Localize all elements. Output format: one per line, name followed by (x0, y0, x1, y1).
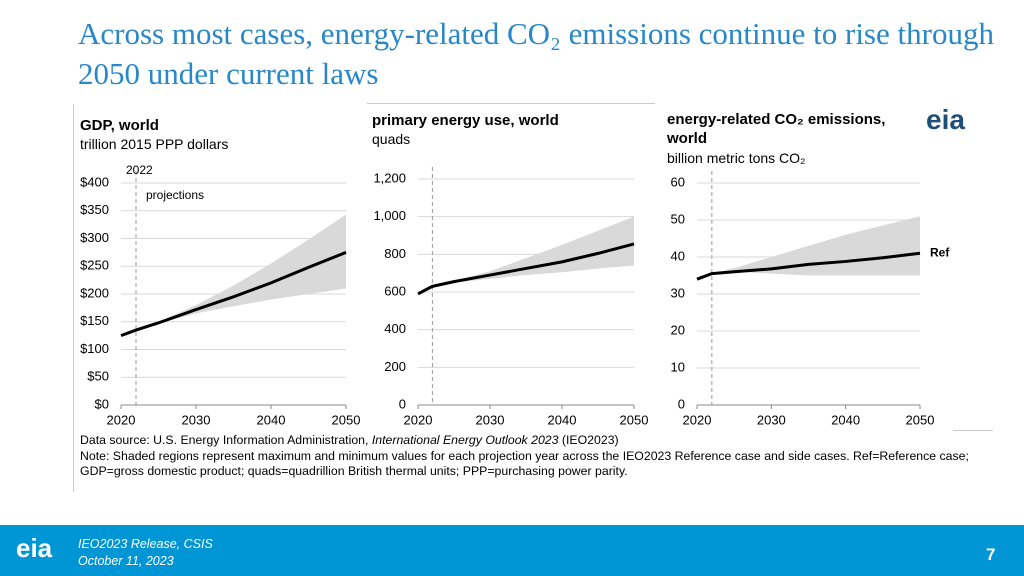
logo: eia (926, 104, 965, 135)
range-band (121, 214, 346, 336)
y-tick-label: 800 (384, 246, 406, 261)
y-tick-label: $400 (80, 174, 109, 189)
x-tick-label: 2050 (332, 412, 361, 427)
range-band (697, 216, 920, 280)
panel-border (367, 103, 655, 104)
footer-event: IEO2023 Release, CSIS (78, 537, 213, 551)
x-tick-label: 2040 (548, 412, 577, 427)
source-title: International Energy Outlook 2023 (371, 433, 559, 447)
series-label: Ref (930, 245, 950, 259)
chart-title: primary energy use, world (372, 112, 559, 129)
y-tick-label: 600 (384, 283, 406, 298)
y-tick-label: $0 (95, 396, 109, 411)
panel-border (953, 430, 993, 431)
panel-border (73, 104, 74, 492)
y-tick-label: 0 (399, 396, 406, 411)
y-tick-label: 60 (671, 174, 685, 189)
chart-title: energy-related CO₂ emissions, world (667, 111, 886, 147)
footer-date: October 11, 2023 (78, 554, 174, 568)
x-tick-label: 2030 (757, 412, 786, 427)
note: Note: Shaded regions represent maximum a… (80, 448, 969, 479)
footer: eia IEO2023 Release, CSIS October 11, 20… (0, 525, 1024, 576)
x-tick-label: 2050 (906, 412, 935, 427)
source: Data source: U.S. Energy Information Adm… (80, 433, 985, 449)
chart-title: GDP, world (80, 117, 159, 134)
chart-subtitle: billion metric tons CO₂ (667, 150, 806, 166)
y-tick-label: 0 (678, 396, 685, 411)
y-tick-label: 200 (384, 359, 406, 374)
y-tick-label: 10 (671, 359, 685, 374)
x-tick-label: 2040 (257, 412, 286, 427)
y-tick-label: $350 (80, 202, 109, 217)
x-tick-label: 2050 (620, 412, 649, 427)
slide-title: Across most cases, energy-related CO₂ em… (78, 16, 994, 91)
y-tick-label: 400 (384, 321, 406, 336)
x-tick-label: 2040 (831, 412, 860, 427)
y-tick-label: $100 (80, 341, 109, 356)
notes: Data source: U.S. Energy Information Adm… (80, 433, 985, 480)
x-tick-label: 2020 (404, 412, 433, 427)
y-tick-label: 20 (671, 322, 685, 337)
y-tick-label: 1,000 (373, 208, 406, 223)
chart-subtitle: quads (372, 131, 411, 147)
source-text: (IEO2023) (558, 433, 619, 447)
chart-subtitle: trillion 2015 PPP dollars (80, 136, 229, 152)
source-text: Data source: U.S. Energy Information Adm… (80, 433, 372, 447)
projection-label: projections (146, 188, 204, 202)
x-tick-label: 2030 (476, 412, 505, 427)
series-line (696, 251, 921, 281)
y-tick-label: $200 (80, 285, 109, 300)
x-tick-label: 2020 (683, 412, 712, 427)
y-tick-label: $50 (87, 369, 109, 384)
y-tick-label: 50 (671, 211, 685, 226)
y-tick-label: $300 (80, 230, 109, 245)
projection-year: 2022 (126, 163, 153, 177)
footer-logo: eia (16, 533, 53, 563)
y-tick-label: 1,200 (373, 170, 406, 185)
x-tick-label: 2020 (107, 412, 136, 427)
y-tick-label: $250 (80, 258, 109, 273)
y-tick-label: 30 (671, 285, 685, 300)
series-line (120, 250, 347, 338)
y-tick-label: 40 (671, 248, 685, 263)
page-number: 7 (986, 545, 996, 564)
series-line (417, 242, 635, 296)
x-tick-label: 2030 (182, 412, 211, 427)
y-tick-label: $150 (80, 313, 109, 328)
